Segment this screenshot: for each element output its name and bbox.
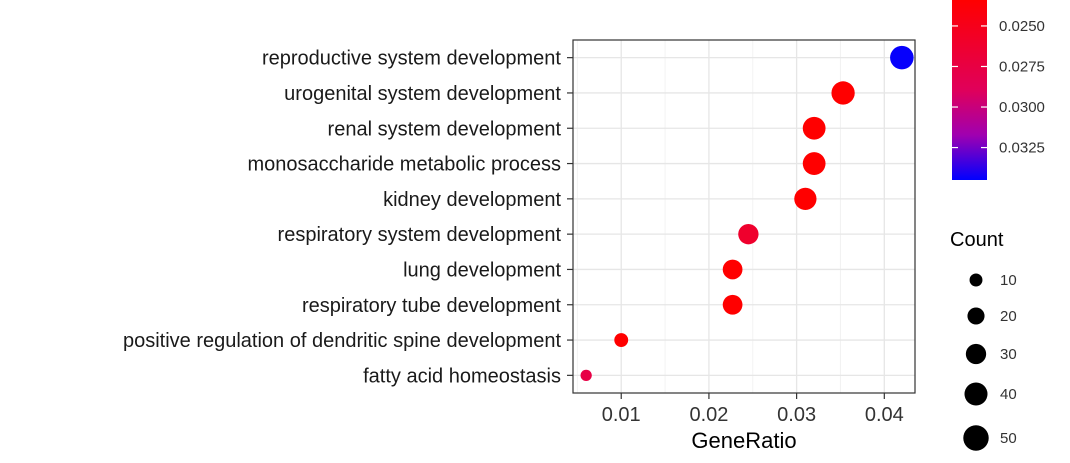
size-legend-dot bbox=[969, 273, 983, 287]
data-point bbox=[614, 333, 629, 347]
size-legend-dot bbox=[963, 425, 989, 451]
category-label: urogenital system development bbox=[284, 83, 561, 105]
color-legend: 0.0250 0.0275 0.0300 0.0325 bbox=[952, 0, 1045, 180]
size-legend-dot bbox=[964, 382, 988, 406]
category-label: respiratory system development bbox=[278, 224, 562, 246]
category-label: lung development bbox=[403, 259, 561, 281]
colorbar-tick-label: 0.0325 bbox=[999, 140, 1045, 157]
x-axis-title: GeneRatio bbox=[691, 428, 796, 453]
size-legend-title: Count bbox=[950, 229, 1004, 251]
colorbar-tick-label: 0.0300 bbox=[999, 99, 1045, 116]
x-tick-label: 0.04 bbox=[865, 404, 904, 426]
x-tick-label: 0.03 bbox=[777, 404, 816, 426]
x-axis: 0.01 0.02 0.03 0.04 bbox=[602, 393, 904, 426]
colorbar bbox=[952, 0, 987, 180]
data-point bbox=[794, 187, 817, 210]
data-point bbox=[890, 45, 914, 70]
size-legend-label: 30 bbox=[1000, 346, 1017, 363]
data-point bbox=[722, 259, 743, 280]
category-label: positive regulation of dendritic spine d… bbox=[123, 330, 561, 352]
plot-panel bbox=[573, 40, 915, 393]
size-legend-dot bbox=[965, 343, 987, 365]
x-tick-label: 0.01 bbox=[602, 404, 641, 426]
size-legend: Count 10 20 30 40 50 bbox=[950, 229, 1017, 451]
category-label: fatty acid homeostasis bbox=[363, 365, 561, 387]
data-point bbox=[580, 369, 592, 381]
colorbar-tick-label: 0.0250 bbox=[999, 18, 1045, 35]
y-axis: reproductive system development urogenita… bbox=[123, 48, 573, 387]
category-label: renal system development bbox=[328, 118, 562, 140]
data-points bbox=[580, 45, 914, 381]
category-label: respiratory tube development bbox=[302, 295, 561, 317]
size-legend-label: 10 bbox=[1000, 272, 1017, 289]
size-legend-label: 50 bbox=[1000, 430, 1017, 447]
category-label: reproductive system development bbox=[262, 48, 561, 70]
data-point bbox=[802, 116, 826, 140]
size-legend-label: 20 bbox=[1000, 308, 1017, 325]
data-point bbox=[802, 152, 826, 175]
size-legend-label: 40 bbox=[1000, 386, 1017, 403]
colorbar-tick-label: 0.0275 bbox=[999, 58, 1045, 75]
data-point bbox=[831, 81, 855, 105]
data-point bbox=[722, 294, 743, 315]
size-legend-dot bbox=[967, 307, 985, 325]
data-point bbox=[738, 223, 759, 245]
x-tick-label: 0.02 bbox=[689, 404, 728, 426]
category-label: kidney development bbox=[383, 189, 561, 211]
category-label: monosaccharide metabolic process bbox=[248, 154, 562, 176]
plot-border bbox=[572, 39, 916, 394]
